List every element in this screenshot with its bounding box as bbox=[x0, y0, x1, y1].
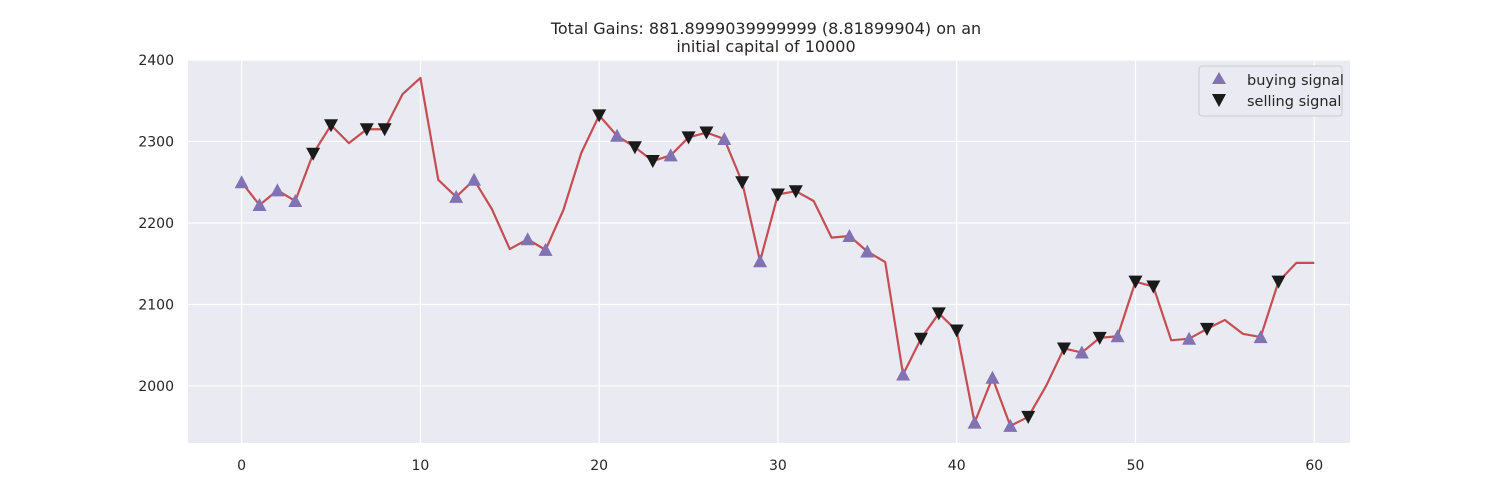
buy-signal-marker bbox=[467, 172, 482, 186]
buy-signal-marker bbox=[842, 229, 857, 243]
chart-title-line-1: Total Gains: 881.8999039999999 (8.818999… bbox=[550, 19, 981, 38]
x-tick-label: 20 bbox=[590, 458, 608, 474]
buy-signal-marker bbox=[1074, 345, 1089, 359]
buy-signal-marker bbox=[663, 148, 678, 162]
sell-signal-marker bbox=[324, 119, 339, 133]
sell-signal-marker bbox=[681, 131, 696, 145]
sell-signal-marker bbox=[1128, 275, 1143, 289]
x-tick-label: 10 bbox=[411, 458, 429, 474]
x-tick-label: 50 bbox=[1127, 458, 1145, 474]
legend-sell-label: selling signal bbox=[1247, 94, 1341, 110]
legend-buy-label: buying signal bbox=[1247, 73, 1344, 89]
sell-signal-marker bbox=[1146, 280, 1161, 294]
y-tick-label: 2200 bbox=[138, 216, 174, 232]
sell-signal-marker bbox=[949, 324, 964, 338]
sell-signal-marker bbox=[306, 147, 321, 161]
chart-title-line-2: initial capital of 10000 bbox=[676, 37, 855, 56]
sell-signal-marker bbox=[592, 109, 607, 123]
y-tick-label: 2100 bbox=[138, 297, 174, 313]
buy-signal-marker bbox=[449, 189, 464, 203]
y-tick-label: 2300 bbox=[138, 134, 174, 150]
x-tick-label: 30 bbox=[769, 458, 787, 474]
tick-labels: 0 10 20 30 40 50 60 2000 2100 2200 2300 2400 bbox=[138, 53, 1323, 474]
buy-signal-marker bbox=[270, 183, 285, 197]
sell-signal-marker bbox=[1056, 342, 1071, 356]
buy-signal-marker bbox=[1003, 418, 1018, 432]
buy-signal-marker bbox=[717, 132, 732, 146]
legend: buying signal selling signal bbox=[1198, 65, 1344, 117]
buy-signal-marker bbox=[967, 415, 982, 429]
sell-signal-marker bbox=[931, 307, 946, 321]
buy-signal-marker bbox=[753, 254, 768, 268]
sell-signal-marker bbox=[913, 332, 928, 346]
y-tick-label: 2000 bbox=[138, 379, 174, 395]
series-layer bbox=[234, 76, 1315, 432]
sell-signal-marker bbox=[645, 155, 660, 169]
buy-signal-marker bbox=[985, 370, 1000, 384]
buy-signal-marker bbox=[1253, 330, 1268, 344]
legend-buy-marker bbox=[1212, 72, 1226, 84]
sell-signal-marker bbox=[1199, 322, 1214, 336]
buy-signal-marker bbox=[860, 244, 875, 258]
buy-signal-marker bbox=[538, 242, 553, 256]
sell-signal-marker bbox=[359, 123, 374, 137]
sell-signal-marker bbox=[377, 123, 392, 137]
buy-signal-marker bbox=[1110, 329, 1125, 343]
buy-signal-marker bbox=[234, 175, 249, 189]
sell-signal-marker bbox=[735, 176, 750, 190]
buy-signal-marker bbox=[1182, 331, 1197, 345]
x-tick-label: 60 bbox=[1305, 458, 1323, 474]
sell-signal-marker bbox=[788, 185, 803, 199]
buy-signal-marker bbox=[520, 232, 535, 246]
x-tick-label: 0 bbox=[237, 458, 246, 474]
legend-sell-marker bbox=[1212, 94, 1226, 107]
sell-signal-marker bbox=[770, 188, 785, 202]
buy-signal-marker bbox=[896, 367, 911, 381]
buy-signal-marker bbox=[288, 193, 303, 207]
sell-signal-marker bbox=[1092, 331, 1107, 345]
sell-signal-marker bbox=[627, 141, 642, 155]
sell-signal-marker bbox=[1021, 410, 1036, 424]
buy-signal-marker bbox=[610, 128, 625, 142]
sell-signal-marker bbox=[699, 126, 714, 140]
y-tick-label: 2400 bbox=[138, 53, 174, 69]
grid-lines bbox=[188, 59, 1350, 443]
x-tick-label: 40 bbox=[948, 458, 966, 474]
sell-signal-marker bbox=[1271, 275, 1286, 289]
legend-box bbox=[1198, 65, 1343, 117]
buy-signal-marker bbox=[252, 198, 267, 212]
